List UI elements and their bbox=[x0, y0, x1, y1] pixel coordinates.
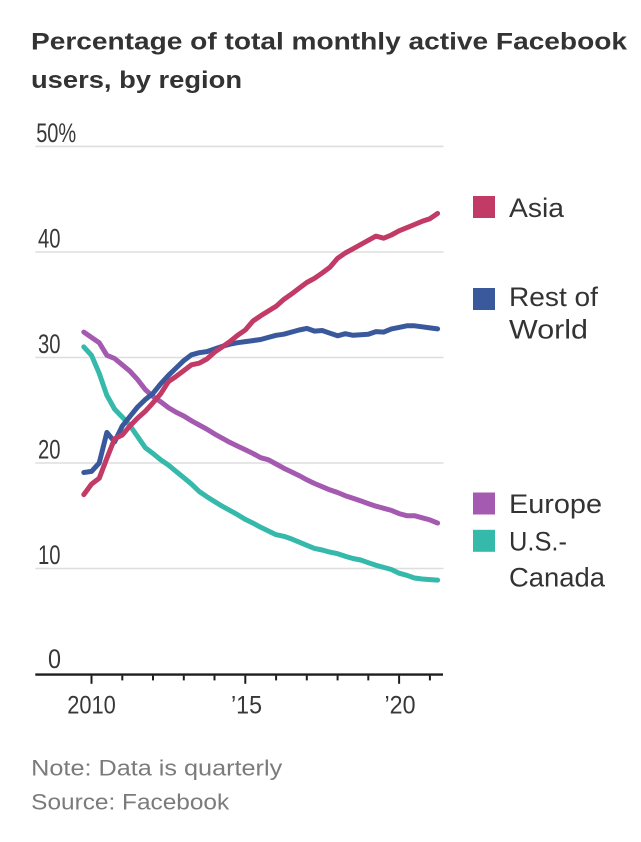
svg-text:Source: Facebook: Source: Facebook bbox=[31, 790, 230, 815]
svg-text:Asia: Asia bbox=[509, 193, 565, 223]
svg-text:40: 40 bbox=[38, 223, 61, 253]
svg-text:U.S.-: U.S.- bbox=[509, 527, 567, 557]
svg-text:Percentage of total monthly ac: Percentage of total monthly active Faceb… bbox=[31, 29, 628, 56]
svg-text:Canada: Canada bbox=[509, 563, 606, 593]
svg-text:’20: ’20 bbox=[385, 691, 416, 719]
svg-text:Rest of: Rest of bbox=[509, 282, 599, 312]
svg-text:0: 0 bbox=[48, 644, 61, 674]
svg-text:users, by region: users, by region bbox=[31, 67, 242, 94]
svg-text:Europe: Europe bbox=[509, 489, 602, 519]
svg-text:10: 10 bbox=[38, 540, 61, 570]
svg-text:’15: ’15 bbox=[231, 691, 262, 719]
svg-text:2010: 2010 bbox=[67, 691, 116, 719]
svg-text:World: World bbox=[509, 315, 588, 345]
svg-text:50%: 50% bbox=[36, 118, 76, 148]
svg-text:20: 20 bbox=[38, 434, 61, 464]
svg-text:Note: Data is quarterly: Note: Data is quarterly bbox=[31, 756, 282, 781]
svg-text:30: 30 bbox=[38, 329, 61, 359]
